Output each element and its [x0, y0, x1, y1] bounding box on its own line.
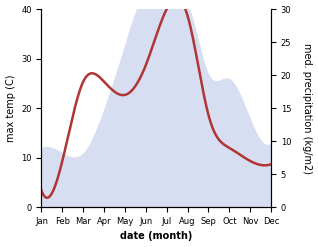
Y-axis label: med. precipitation (kg/m2): med. precipitation (kg/m2)	[302, 43, 313, 174]
Y-axis label: max temp (C): max temp (C)	[5, 74, 16, 142]
X-axis label: date (month): date (month)	[120, 231, 192, 242]
